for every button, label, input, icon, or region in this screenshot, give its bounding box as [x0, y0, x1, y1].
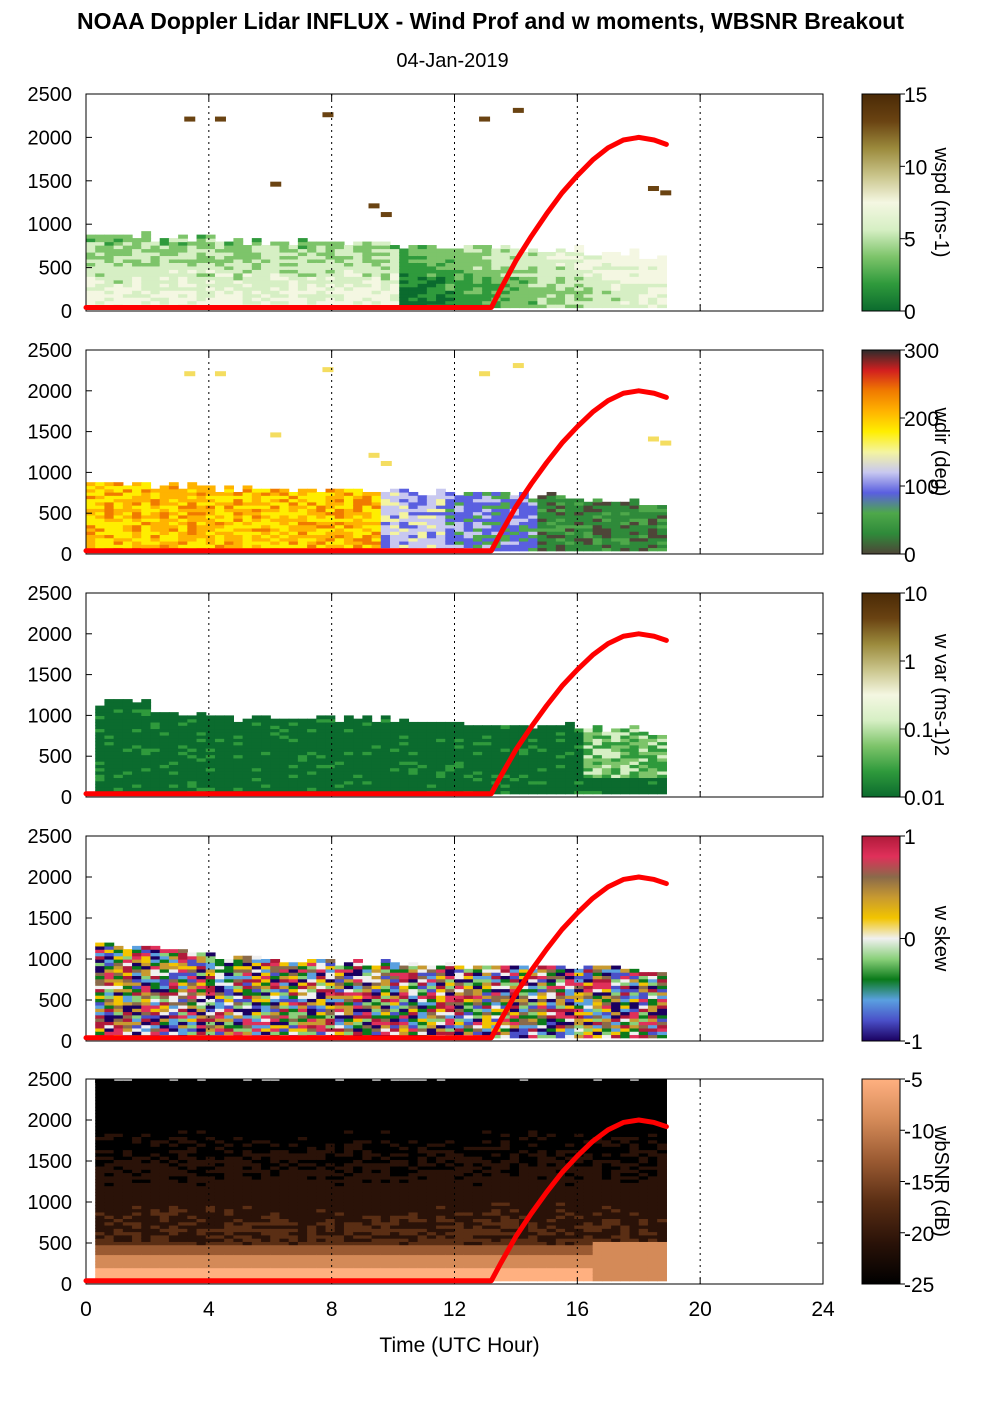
- y-tick-label: 500: [39, 1233, 72, 1255]
- panel-5-colorbar: -5 -10 -15 -20 -25 wbSNR (dB): [861, 1069, 952, 1297]
- x-tick-label: 0: [80, 1298, 92, 1321]
- overlay-line: [83, 388, 669, 554]
- panel-1: 0 500 1000 1500 2000 2500: [28, 84, 824, 323]
- panel-1-colorbar: 15 10 5 0 wspd (ms-1): [861, 84, 952, 324]
- y-tick-label: 1000: [28, 1192, 73, 1214]
- overlay-line: [83, 631, 669, 797]
- overlay-line: [83, 874, 669, 1041]
- colorbar-tick-label: -5: [904, 1069, 923, 1092]
- colorbar-gradient: [861, 349, 901, 555]
- colorbar-label: w var (ms-1)2: [930, 633, 952, 756]
- colorbar-tick-label: 200: [904, 408, 939, 431]
- panel-3-heatmap: [95, 699, 667, 795]
- panel-4: 0 500 1000 1500 2000 2500: [28, 826, 824, 1053]
- panel-1-heatmap: [86, 107, 672, 309]
- y-tick-label: 2000: [28, 867, 73, 889]
- y-tick-label: 1500: [28, 665, 73, 687]
- y-tick-label: 2000: [28, 1110, 73, 1132]
- y-tick-label: 1000: [28, 705, 73, 727]
- panel-2: 0 500 1000 1500 2000 2500: [28, 340, 824, 566]
- x-tick-label: 24: [811, 1298, 835, 1321]
- x-tick-label: 4: [203, 1298, 215, 1321]
- chart-title: NOAA Doppler Lidar INFLUX - Wind Prof an…: [77, 8, 904, 34]
- y-tick-label: 2500: [28, 340, 73, 362]
- y-tick-label: 0: [61, 787, 72, 809]
- chart-date: 04-Jan-2019: [396, 50, 509, 72]
- panel-5: 0 500 1000 1500 2000 2500: [28, 1069, 824, 1296]
- y-tick-label: 0: [61, 1274, 72, 1296]
- y-tick-label: 500: [39, 990, 72, 1012]
- colorbar-tick-label: 10: [904, 583, 927, 606]
- y-tick-label: 2000: [28, 624, 73, 646]
- x-axis: 0 4 8 12 16 20 24 Time (UTC Hour): [80, 1298, 835, 1357]
- colorbar-tick-label: 15: [904, 84, 927, 107]
- panel-4-colorbar: 1 0 -1 w skew: [861, 826, 952, 1054]
- panel-5-heatmap: [95, 1079, 667, 1282]
- y-tick-label: 500: [39, 258, 72, 280]
- y-tick-label: 1000: [28, 462, 73, 484]
- x-tick-label: 20: [688, 1298, 711, 1321]
- overlay-line: [83, 134, 669, 311]
- colorbar-tick-label: 300: [904, 340, 939, 363]
- y-tick-label: 2500: [28, 84, 73, 106]
- colorbar-label: w skew: [930, 905, 952, 972]
- colorbar-tick-label: 1: [904, 826, 916, 849]
- y-tick-label: 2000: [28, 127, 73, 149]
- x-tick-label: 16: [566, 1298, 589, 1321]
- colorbar-label: wbSNR (dB): [930, 1125, 952, 1237]
- colorbar-tick-label: -15: [904, 1172, 934, 1195]
- y-tick-label: 1500: [28, 422, 73, 444]
- y-tick-label: 2500: [28, 1069, 73, 1091]
- y-tick-label: 2500: [28, 583, 73, 605]
- y-tick-label: 0: [61, 1031, 72, 1053]
- y-tick-label: 1000: [28, 949, 73, 971]
- colorbar-tick-label: 1: [904, 651, 916, 674]
- colorbar-gradient: [861, 835, 901, 1042]
- colorbar-gradient: [861, 93, 901, 312]
- y-tick-label: 1500: [28, 171, 73, 193]
- colorbar-label: wdir (deg): [930, 407, 952, 497]
- panel-2-heatmap: [86, 363, 672, 552]
- y-tick-label: 1500: [28, 908, 73, 930]
- colorbar-tick-label: -20: [904, 1223, 934, 1246]
- colorbar-tick-label: 0.1: [904, 719, 933, 742]
- y-tick-label: 0: [61, 301, 72, 323]
- colorbar-tick-label: -10: [904, 1120, 934, 1143]
- x-tick-label: 12: [443, 1298, 466, 1321]
- colorbar-gradient: [861, 592, 901, 798]
- x-axis-label: Time (UTC Hour): [379, 1334, 539, 1357]
- y-tick-label: 0: [61, 544, 72, 566]
- y-tick-label: 500: [39, 746, 72, 768]
- colorbar-tick-label: 100: [904, 476, 939, 499]
- panel-4-heatmap: [95, 942, 667, 1039]
- panel-2-colorbar: 300 200 100 0 wdir (deg): [861, 340, 952, 567]
- colorbar-tick-label: 0: [904, 301, 916, 324]
- colorbar-tick-label: -1: [904, 1031, 923, 1054]
- y-tick-label: 500: [39, 503, 72, 525]
- colorbar-tick-label: 0: [904, 544, 916, 567]
- panel-3-colorbar: 10 1 0.1 0.01 w var (ms-1)2: [861, 583, 952, 810]
- panel-3: 0 500 1000 1500 2000 2500: [28, 583, 824, 809]
- y-tick-label: 2000: [28, 381, 73, 403]
- colorbar-label: wspd (ms-1): [930, 146, 952, 257]
- colorbar-tick-label: 5: [904, 229, 916, 252]
- overlay-line: [83, 1117, 669, 1284]
- colorbar-tick-label: 0.01: [904, 787, 945, 810]
- y-tick-label: 2500: [28, 826, 73, 848]
- y-tick-label: 1500: [28, 1151, 73, 1173]
- x-tick-label: 8: [326, 1298, 338, 1321]
- colorbar-tick-label: 0: [904, 929, 916, 952]
- colorbar-tick-label: -25: [904, 1274, 934, 1297]
- colorbar-gradient: [861, 1078, 901, 1285]
- colorbar-tick-label: 10: [904, 156, 927, 179]
- y-tick-label: 1000: [28, 214, 73, 236]
